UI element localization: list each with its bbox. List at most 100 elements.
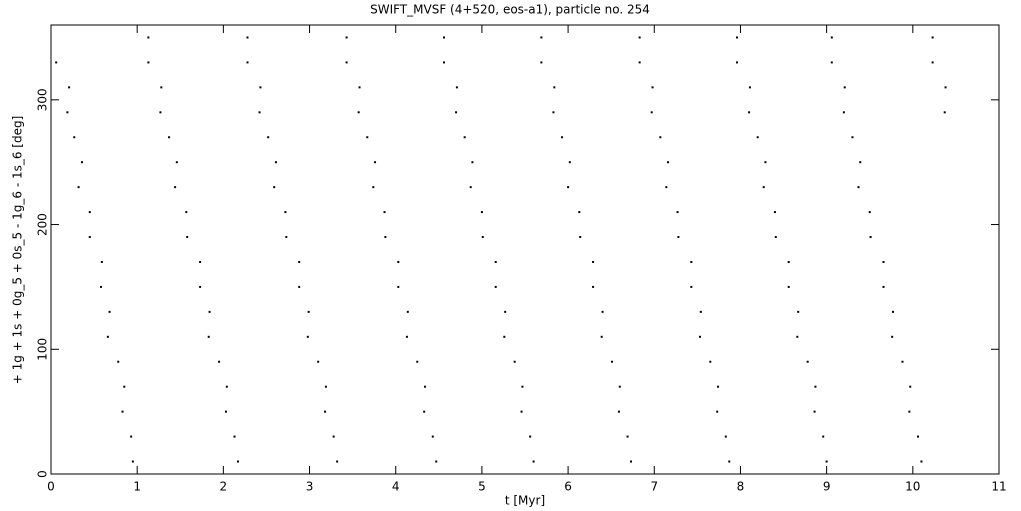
point: [728, 460, 731, 463]
point: [224, 410, 227, 413]
point: [676, 211, 679, 214]
y-tick-label: 300: [36, 88, 50, 111]
point: [503, 335, 506, 338]
point: [123, 385, 126, 388]
point: [667, 161, 670, 164]
point: [618, 385, 621, 388]
point: [100, 260, 103, 263]
point: [147, 61, 150, 64]
point: [186, 236, 189, 239]
point: [455, 111, 458, 114]
point: [307, 310, 310, 313]
point: [944, 86, 947, 89]
point: [463, 136, 466, 139]
point: [540, 36, 543, 39]
point: [568, 161, 571, 164]
point: [267, 136, 270, 139]
point: [442, 61, 445, 64]
point: [630, 460, 633, 463]
point: [285, 236, 288, 239]
point: [532, 460, 535, 463]
point: [882, 285, 885, 288]
point: [424, 385, 427, 388]
point: [611, 360, 614, 363]
point: [77, 186, 80, 189]
point: [830, 36, 833, 39]
point: [494, 285, 497, 288]
point: [920, 460, 923, 463]
point: [787, 260, 790, 263]
point: [756, 136, 759, 139]
point: [88, 236, 91, 239]
x-tick-label: 5: [478, 480, 486, 494]
point: [147, 36, 150, 39]
point: [372, 186, 375, 189]
point: [762, 186, 765, 189]
point: [882, 260, 885, 263]
point: [699, 310, 702, 313]
point: [405, 335, 408, 338]
point: [851, 136, 854, 139]
point: [324, 385, 327, 388]
point: [306, 335, 309, 338]
point: [698, 335, 701, 338]
point: [159, 111, 162, 114]
point: [431, 435, 434, 438]
point: [709, 360, 712, 363]
point: [397, 260, 400, 263]
point: [273, 186, 276, 189]
point: [237, 460, 240, 463]
point: [748, 86, 751, 89]
point: [600, 335, 603, 338]
point: [471, 161, 474, 164]
point: [168, 136, 171, 139]
point: [561, 136, 564, 139]
point: [374, 161, 377, 164]
point: [830, 61, 833, 64]
point: [814, 385, 817, 388]
point: [843, 86, 846, 89]
point: [931, 36, 934, 39]
x-tick-label: 11: [991, 480, 1006, 494]
point: [416, 360, 419, 363]
point: [207, 335, 210, 338]
y-tick-label: 100: [36, 338, 50, 361]
y-tick-label: 200: [36, 213, 50, 236]
point: [592, 260, 595, 263]
point: [504, 310, 507, 313]
point: [638, 61, 641, 64]
point: [521, 385, 524, 388]
point: [442, 36, 445, 39]
point: [813, 410, 816, 413]
point: [55, 61, 58, 64]
point: [724, 435, 727, 438]
x-tick-label: 2: [220, 480, 228, 494]
point: [99, 285, 102, 288]
point: [868, 211, 871, 214]
point: [246, 61, 249, 64]
point: [842, 111, 845, 114]
point: [567, 186, 570, 189]
point: [481, 236, 484, 239]
point: [909, 385, 912, 388]
point: [717, 385, 720, 388]
point: [199, 260, 202, 263]
point: [366, 136, 369, 139]
point: [859, 161, 862, 164]
point: [650, 111, 653, 114]
x-tick-label: 7: [650, 480, 658, 494]
point: [787, 285, 790, 288]
point: [185, 211, 188, 214]
point: [317, 360, 320, 363]
point: [345, 61, 348, 64]
point: [259, 86, 262, 89]
point: [66, 111, 69, 114]
point: [435, 460, 438, 463]
point: [199, 285, 202, 288]
point: [208, 310, 211, 313]
point: [358, 86, 361, 89]
y-tick-label: 0: [36, 470, 50, 478]
point: [397, 285, 400, 288]
point: [553, 86, 556, 89]
point: [540, 61, 543, 64]
